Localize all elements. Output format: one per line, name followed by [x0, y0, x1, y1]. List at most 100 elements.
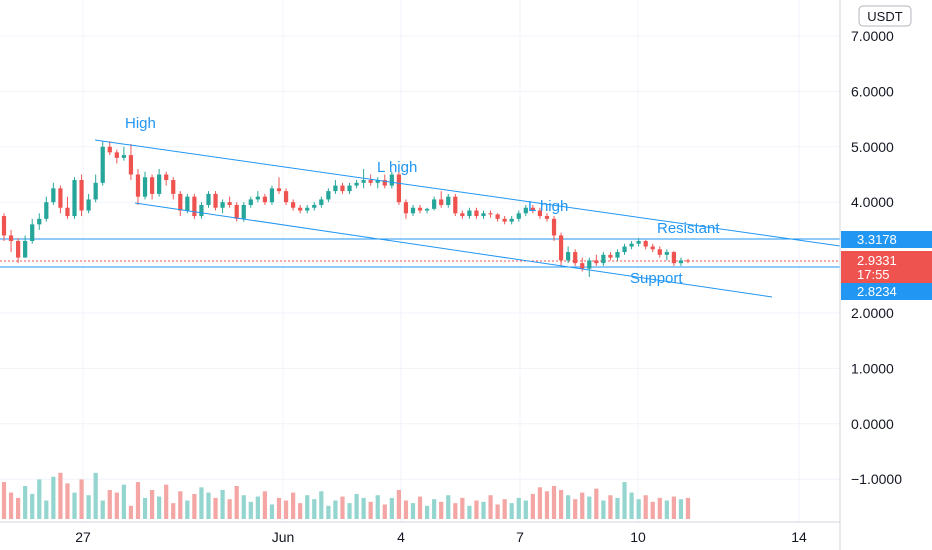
candle-body — [305, 207, 310, 211]
resistance-price-tag — [841, 231, 932, 248]
candle-body — [432, 199, 437, 209]
channel-upper-line[interactable] — [94, 139, 841, 247]
candle-body — [410, 207, 416, 214]
volume-bar — [178, 491, 183, 519]
volume-bar — [44, 500, 49, 519]
volume-bar — [65, 483, 70, 519]
volume-bar — [220, 489, 225, 519]
support-price-text: 2.8234 — [857, 284, 897, 299]
candle-body — [340, 185, 345, 192]
candle-body — [93, 182, 98, 200]
candle-body — [502, 218, 507, 222]
candle-body — [149, 177, 155, 194]
volume-bar — [121, 484, 126, 519]
candle-body — [636, 240, 641, 244]
y-tick-label: 0.0000 — [851, 416, 894, 432]
candle-body — [72, 180, 77, 217]
candle-body — [30, 224, 35, 241]
candle-body — [262, 196, 268, 203]
volume-bar — [128, 505, 134, 519]
trend-channel — [94, 139, 841, 298]
candle-body — [396, 174, 402, 203]
volume-bar — [37, 479, 42, 519]
candle-body — [199, 204, 204, 217]
x-tick-label: 7 — [516, 529, 524, 545]
volume-bar — [509, 503, 514, 519]
candle-body — [227, 202, 232, 205]
volume-bar — [558, 489, 564, 519]
candle-body — [312, 204, 317, 208]
volume-bar — [446, 495, 451, 519]
volume-bar — [30, 493, 35, 519]
volume-bar — [269, 504, 275, 519]
volume-bar — [657, 497, 662, 519]
candle-body — [446, 196, 451, 205]
x-tick-label: 14 — [791, 529, 807, 545]
volume-bar — [157, 496, 162, 519]
candle-body — [558, 235, 564, 261]
volume-bar — [502, 499, 507, 519]
candle-body — [685, 260, 691, 262]
volume-bar — [298, 503, 303, 519]
volume-bar — [312, 499, 317, 519]
volume-bar — [537, 487, 543, 519]
candle-body — [142, 177, 148, 197]
y-tick-label: 4.0000 — [851, 194, 894, 210]
candles — [1, 141, 691, 277]
candle-body — [44, 202, 49, 219]
candle-body — [551, 218, 557, 236]
channel-lower-line[interactable] — [134, 202, 773, 298]
candle-body — [248, 199, 253, 205]
volume-bar — [361, 497, 366, 519]
volume-bar — [523, 500, 528, 519]
x-tick-label: 4 — [397, 529, 405, 545]
volume-bar — [608, 495, 613, 519]
candle-body — [220, 202, 225, 208]
candle-body — [615, 252, 620, 258]
volume-bar — [417, 496, 423, 519]
current-price-text: 2.9331 — [857, 253, 897, 268]
y-tick-label: 1.0000 — [851, 360, 894, 376]
candle-body — [467, 210, 472, 217]
annotation-l-high-1: L high — [377, 159, 417, 176]
volume-bar — [516, 497, 521, 519]
price-axis[interactable]: USDT — [0, 0, 912, 550]
volume-bar — [622, 482, 627, 519]
volume-bar — [213, 497, 218, 519]
horizontal-levels — [0, 238, 840, 268]
volume-bar — [72, 492, 77, 519]
candle-body — [255, 196, 260, 200]
candle-body — [629, 243, 634, 247]
candle-body — [382, 180, 387, 186]
volume-bar — [601, 500, 606, 519]
time-ticks: 27 Jun 4 7 10 14 — [75, 529, 807, 545]
volume-bar — [290, 492, 296, 519]
candle-body — [298, 207, 303, 211]
currency-label: USDT — [867, 9, 902, 24]
candle-body — [185, 196, 190, 211]
volume-bar — [347, 503, 352, 519]
candle-body — [594, 260, 599, 264]
volume-bar — [530, 493, 535, 519]
volume-bar — [241, 495, 246, 519]
candle-body — [15, 240, 21, 258]
candle-body — [537, 210, 543, 217]
countdown-text: 17:55 — [857, 267, 890, 282]
candle-body — [460, 213, 465, 217]
volume-bar — [403, 500, 409, 519]
volume-bar — [382, 504, 387, 519]
candle-body — [509, 218, 514, 222]
y-tick-label: 7.0000 — [851, 28, 894, 44]
annotations: High L high L high Resistant Support — [125, 115, 720, 287]
volume-bar — [192, 493, 197, 519]
y-tick-label: 2.0000 — [851, 305, 894, 321]
candle-body — [206, 193, 211, 205]
volume-bar — [276, 497, 282, 519]
currency-badge[interactable] — [858, 5, 912, 27]
annotation-l-high-2: L high — [528, 198, 568, 215]
candle-body — [622, 246, 627, 253]
candle-body — [495, 214, 500, 219]
candle-body — [389, 174, 394, 186]
y-tick-label: 6.0000 — [851, 83, 894, 99]
